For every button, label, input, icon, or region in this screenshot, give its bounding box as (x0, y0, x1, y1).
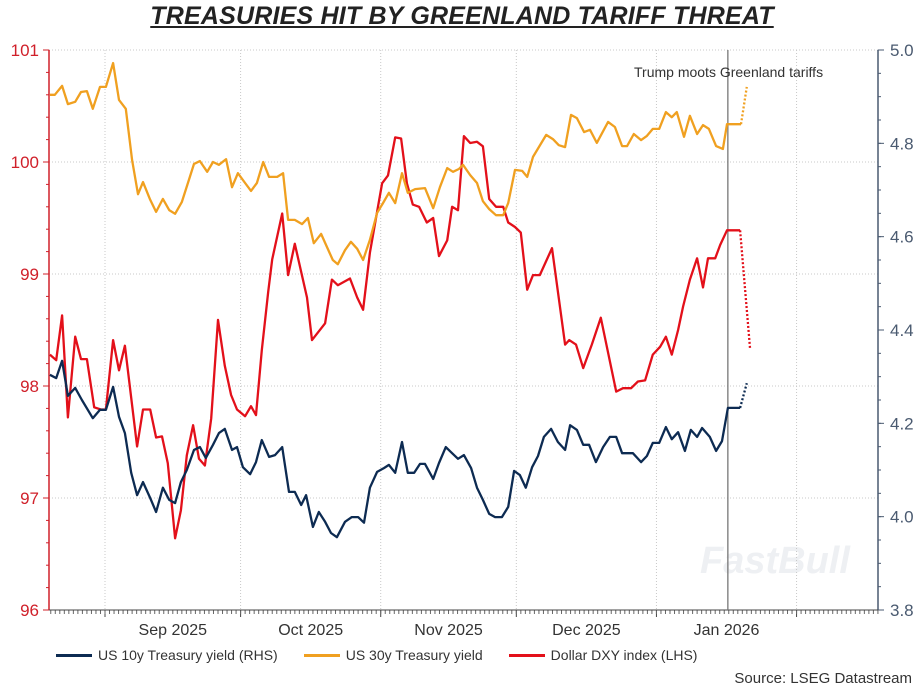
series-projection-us30y (739, 86, 748, 125)
x-axis-tick-label: Jan 2026 (694, 622, 760, 639)
event-annotation-label: Trump moots Greenland tariffs (634, 64, 823, 80)
chart-title: TREASURIES HIT BY GREENLAND TARIFF THREA… (150, 2, 774, 30)
watermark: FastBull (700, 540, 850, 582)
right-axis-tick-label: 4.2 (890, 414, 914, 433)
right-axis-tick-label: 4.0 (890, 508, 914, 527)
legend-item-dxy: Dollar DXY index (LHS) (508, 647, 698, 663)
series-projection-us10y (738, 382, 748, 409)
right-axis-tick-label: 5.0 (890, 41, 914, 60)
right-axis-tick-label: 4.6 (890, 228, 914, 247)
series-line-us30y (49, 61, 741, 266)
x-axis-tick-label: Dec 2025 (552, 622, 621, 639)
legend-swatch-us10y (56, 653, 92, 657)
legend-label-us10y: US 10y Treasury yield (RHS) (98, 647, 278, 663)
x-axis-tick-label: Oct 2025 (278, 622, 343, 639)
left-axis-tick-label: 101 (11, 41, 39, 60)
legend-swatch-us30y (303, 653, 340, 657)
legend-item-us30y: US 30y Treasury yield (303, 647, 483, 663)
left-axis-tick-label: 96 (20, 601, 39, 620)
source-note: Source: LSEG Datastream (734, 670, 912, 687)
x-axis-tick-label: Nov 2025 (414, 622, 483, 639)
legend-label-us30y: US 30y Treasury yield (345, 647, 483, 663)
legend-swatch-dxy (508, 653, 545, 657)
left-axis-tick-label: 99 (20, 265, 39, 284)
series-line-us10y (49, 359, 741, 539)
left-axis-tick-label: 97 (20, 489, 39, 508)
left-axis-tick-label: 100 (11, 153, 39, 172)
series-projection-dxy (738, 230, 752, 348)
right-axis-tick-label: 4.4 (890, 321, 914, 340)
left-axis-tick-label: 98 (20, 377, 39, 396)
series-line-dxy (49, 135, 741, 540)
legend-label-dxy: Dollar DXY index (LHS) (550, 647, 698, 663)
legend: US 10y Treasury yield (RHS) US 30y Treas… (56, 647, 697, 663)
right-axis-tick-label: 3.8 (890, 601, 914, 620)
right-axis-tick-label: 4.8 (890, 134, 914, 153)
x-axis-tick-label: Sep 2025 (139, 622, 208, 639)
legend-item-us10y: US 10y Treasury yield (RHS) (56, 647, 278, 663)
